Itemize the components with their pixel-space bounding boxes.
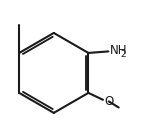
Text: 2: 2 <box>120 50 126 59</box>
Text: O: O <box>104 95 113 108</box>
Text: NH: NH <box>110 44 127 57</box>
